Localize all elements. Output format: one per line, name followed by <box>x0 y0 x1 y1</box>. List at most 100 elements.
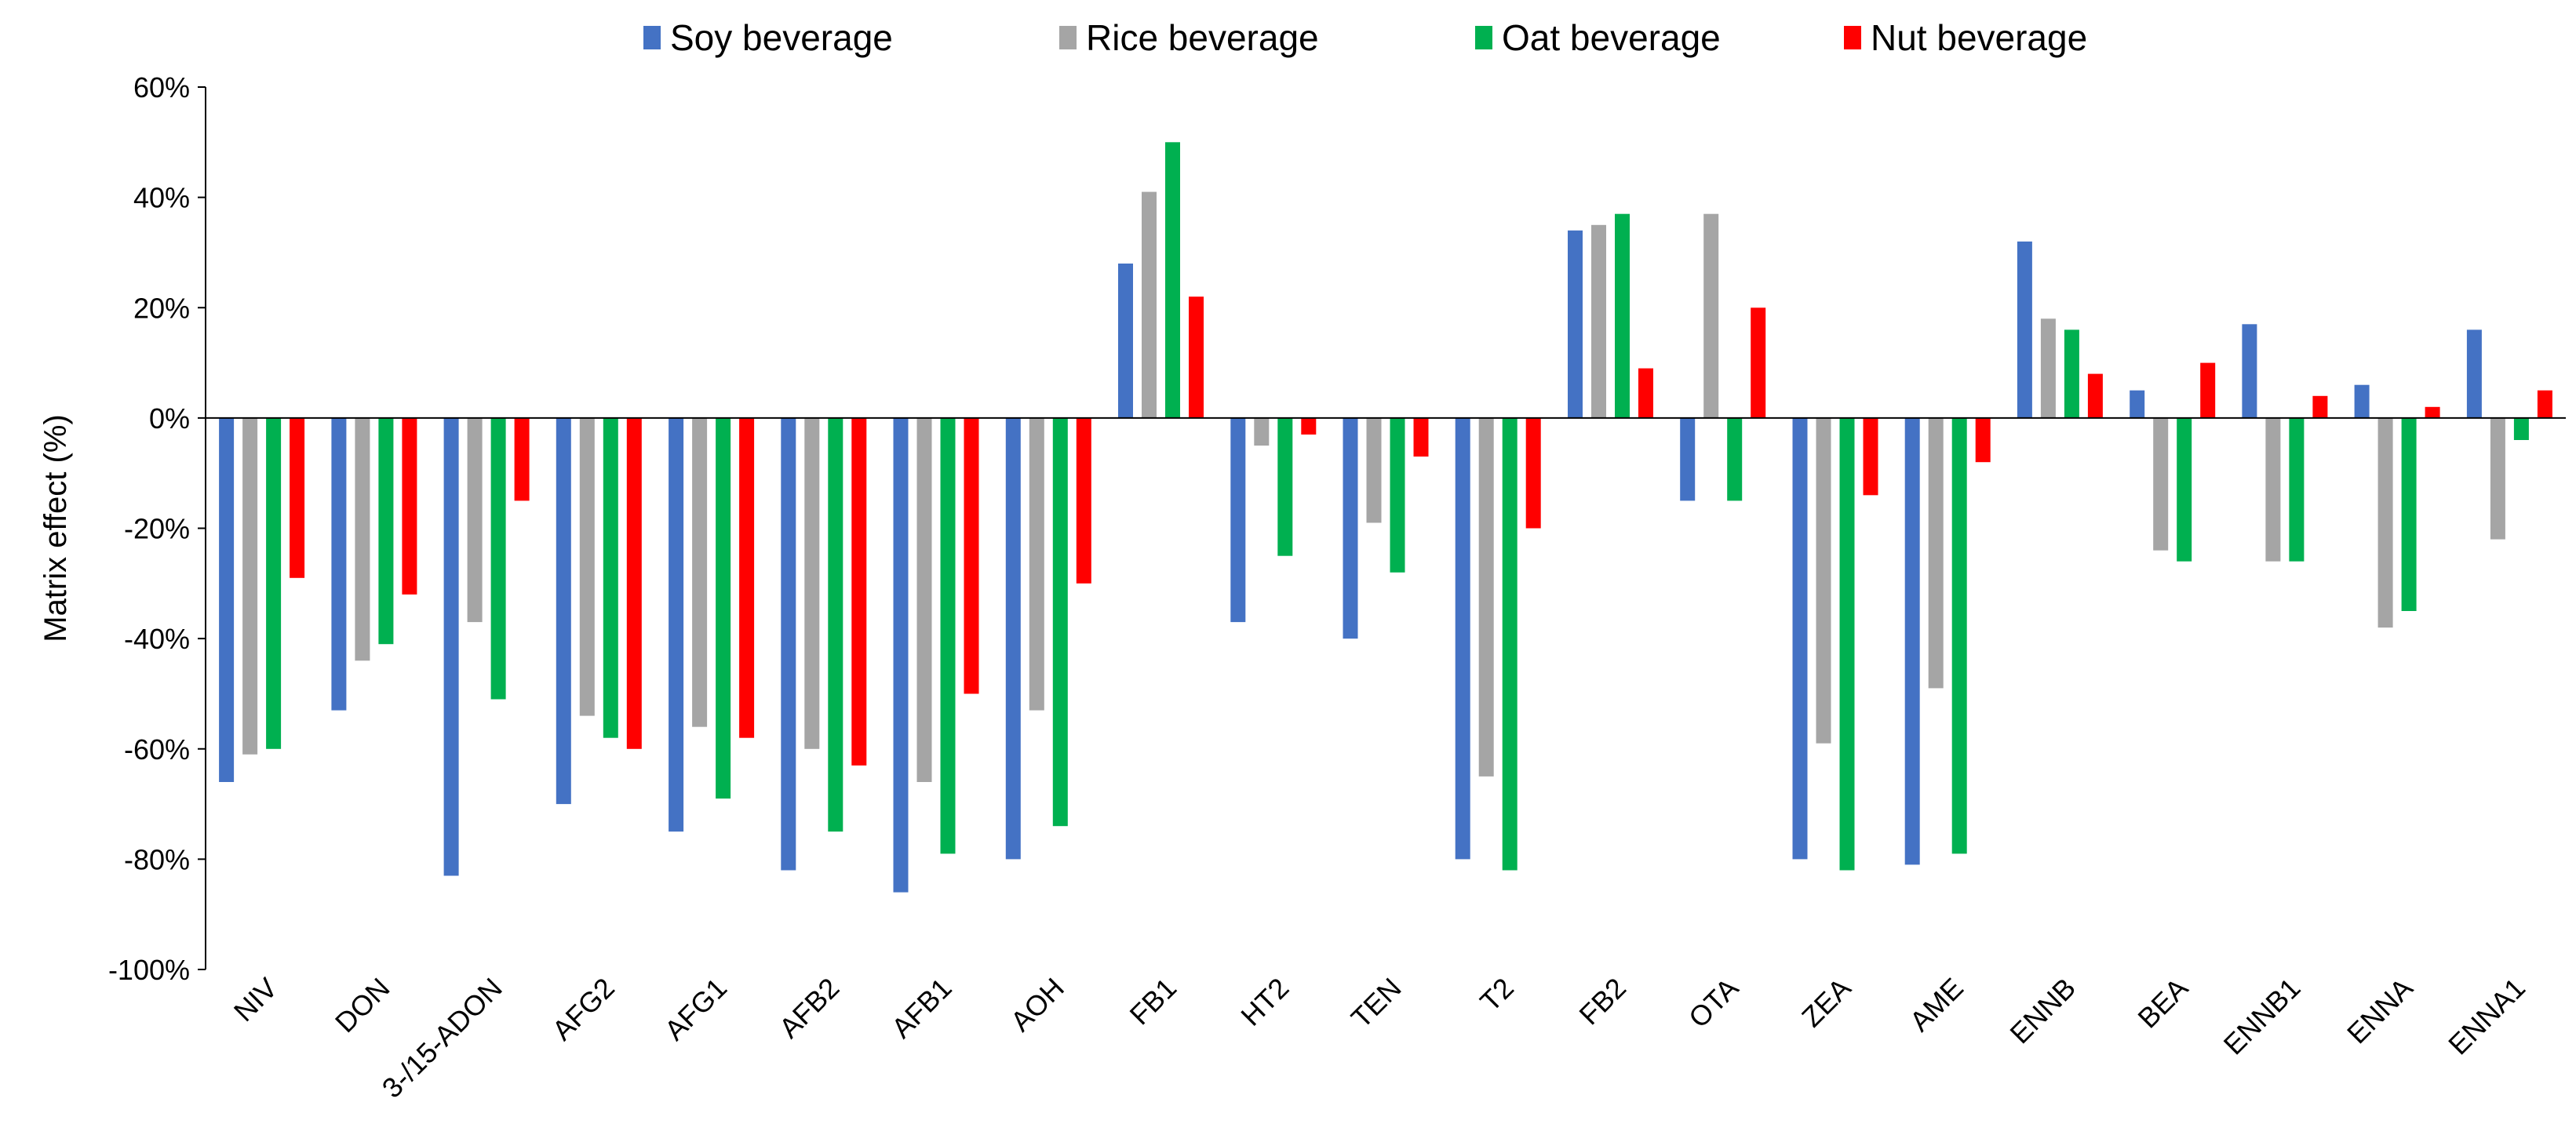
bar-AME-rice-beverage <box>1928 417 1944 689</box>
bar-DON-oat-beverage <box>378 417 394 645</box>
bar-3-/15-ADON-rice-beverage <box>467 417 483 623</box>
bar-AFB1-nut-beverage <box>964 417 979 694</box>
bar-AFB2-nut-beverage <box>851 417 867 766</box>
bar-TEN-soy-beverage <box>1343 417 1358 639</box>
bar-FB1-oat-beverage <box>1165 142 1180 418</box>
legend-label: Soy beverage <box>670 17 893 58</box>
bar-AFB2-oat-beverage <box>828 417 843 832</box>
bar-AFB2-soy-beverage <box>781 417 796 871</box>
x-tick-label: ZEA <box>1795 972 1856 1033</box>
bar-AFB2-rice-beverage <box>804 417 820 749</box>
bar-TEN-oat-beverage <box>1390 417 1405 573</box>
bar-AME-oat-beverage <box>1951 417 1967 854</box>
x-tick-label: AOH <box>1004 972 1070 1038</box>
bar-T2-soy-beverage <box>1455 417 1470 860</box>
bar-DON-nut-beverage <box>402 417 417 595</box>
bar-AFG1-soy-beverage <box>669 417 684 832</box>
y-tick-label: -60% <box>124 733 190 766</box>
x-tick-label: AFB2 <box>773 972 846 1045</box>
bar-ENNB-rice-beverage <box>2040 318 2056 418</box>
bar-NIV-soy-beverage <box>219 417 235 782</box>
bar-AFG2-nut-beverage <box>626 417 642 749</box>
x-tick-label: AFG1 <box>658 972 733 1046</box>
x-tick-label: AFB1 <box>885 972 958 1045</box>
bar-T2-rice-beverage <box>1478 417 1494 777</box>
bar-HT2-nut-beverage <box>1301 417 1317 435</box>
bar-AOH-oat-beverage <box>1052 417 1068 827</box>
legend-swatch-oat-beverage <box>1475 26 1492 49</box>
bar-AFG2-rice-beverage <box>579 417 595 716</box>
x-tick-label: ENNB <box>2003 972 2082 1050</box>
y-tick-label: 0% <box>149 402 190 435</box>
x-tick-label: FB2 <box>1572 972 1632 1031</box>
bar-ENNA1-rice-beverage <box>2490 417 2505 540</box>
bar-AOH-nut-beverage <box>1076 417 1091 584</box>
x-tick-label: ENNA <box>2341 972 2419 1050</box>
y-tick-label: -20% <box>124 513 190 545</box>
bar-ENNB-nut-beverage <box>2087 373 2103 418</box>
bar-HT2-soy-beverage <box>1230 417 1246 623</box>
x-tick-label: AFG2 <box>546 972 621 1046</box>
bar-ENNB1-rice-beverage <box>2265 417 2281 562</box>
bar-BEA-rice-beverage <box>2153 417 2169 551</box>
legend-swatch-rice-beverage <box>1059 26 1077 49</box>
bar-NIV-oat-beverage <box>266 417 282 749</box>
x-tick-label: AME <box>1904 972 1969 1038</box>
bar-AFB1-rice-beverage <box>916 417 932 782</box>
bar-AFG2-oat-beverage <box>603 417 618 738</box>
bar-AFB1-soy-beverage <box>893 417 909 893</box>
bar-OTA-rice-beverage <box>1703 213 1719 418</box>
bar-ENNB1-soy-beverage <box>2242 324 2257 418</box>
bar-FB1-rice-beverage <box>1142 191 1157 418</box>
bar-FB1-soy-beverage <box>1118 264 1133 418</box>
bar-ENNA-nut-beverage <box>2425 406 2440 418</box>
bar-FB2-nut-beverage <box>1638 368 1653 418</box>
x-tick-label: 3-/15-ADON <box>376 972 508 1104</box>
bar-OTA-soy-beverage <box>1680 417 1696 501</box>
bar-3-/15-ADON-nut-beverage <box>514 417 530 501</box>
bar-FB2-rice-beverage <box>1591 224 1606 418</box>
bar-ENNB-soy-beverage <box>2017 241 2032 418</box>
bar-FB2-oat-beverage <box>1615 213 1630 418</box>
legend-label: Rice beverage <box>1086 17 1319 58</box>
bar-DON-soy-beverage <box>331 417 347 711</box>
bar-AFG1-rice-beverage <box>692 417 708 727</box>
legend-label: Oat beverage <box>1502 17 1721 58</box>
bar-AME-soy-beverage <box>1904 417 1920 865</box>
bar-ENNB-oat-beverage <box>2064 329 2079 418</box>
bar-AFB1-oat-beverage <box>940 417 956 854</box>
bar-AOH-rice-beverage <box>1029 417 1044 711</box>
bar-OTA-nut-beverage <box>1751 307 1766 418</box>
x-tick-label: T2 <box>1474 972 1520 1018</box>
bar-FB1-nut-beverage <box>1189 296 1204 418</box>
bar-ZEA-nut-beverage <box>1863 417 1878 496</box>
bar-AFG1-oat-beverage <box>716 417 731 799</box>
bar-BEA-oat-beverage <box>2177 417 2192 562</box>
bar-ENNA-rice-beverage <box>2377 417 2393 628</box>
bar-ENNA1-nut-beverage <box>2537 390 2552 418</box>
bar-ENNA1-soy-beverage <box>2466 329 2482 418</box>
y-axis-title: Matrix effect (%) <box>38 414 73 642</box>
bar-AOH-soy-beverage <box>1005 417 1021 860</box>
x-tick-label: ENNB1 <box>2217 972 2307 1061</box>
bar-ENNA1-oat-beverage <box>2513 417 2529 440</box>
bar-ENNB1-oat-beverage <box>2289 417 2305 562</box>
bar-TEN-rice-beverage <box>1366 417 1382 523</box>
y-tick-label: -40% <box>124 623 190 655</box>
bar-T2-oat-beverage <box>1502 417 1518 871</box>
x-tick-label: HT2 <box>1234 972 1295 1032</box>
legend: Soy beverage Rice beverage Oat beverage Nut… <box>643 17 2087 58</box>
x-tick-label: ENNA1 <box>2442 972 2531 1061</box>
y-tick-labels: 60% 40% 20% 0% -20% -40% -60% -80% -100% <box>108 71 190 986</box>
legend-label: Nut beverage <box>1871 17 2087 58</box>
bar-NIV-nut-beverage <box>290 417 305 578</box>
bar-NIV-rice-beverage <box>242 417 258 755</box>
y-tick-label: 20% <box>133 292 190 324</box>
x-tick-label: DON <box>329 972 396 1039</box>
bar-TEN-nut-beverage <box>1413 417 1429 457</box>
y-tick-label: -80% <box>124 843 190 875</box>
bar-AME-nut-beverage <box>1975 417 1991 463</box>
